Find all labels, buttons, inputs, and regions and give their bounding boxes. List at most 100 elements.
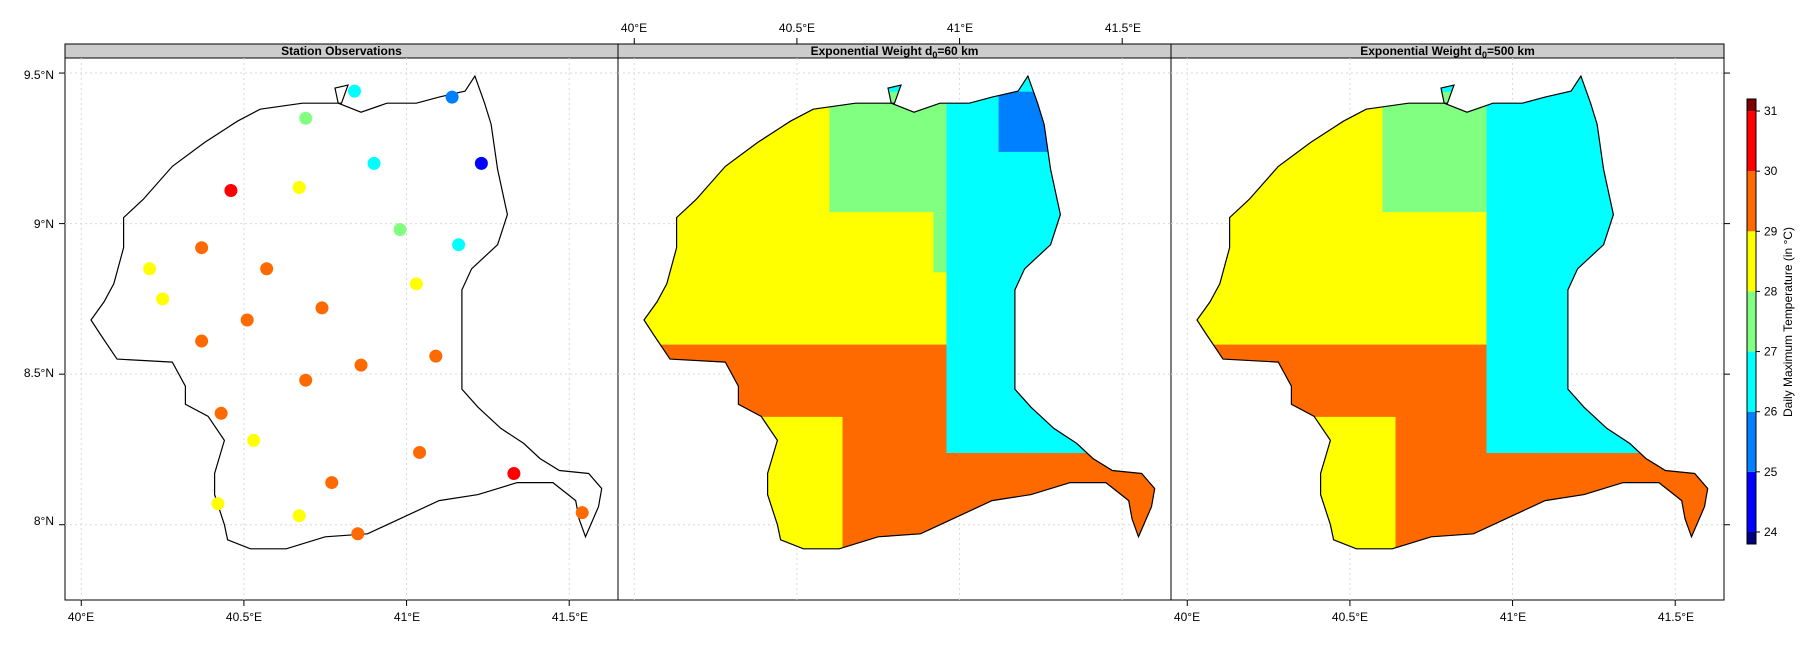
grid-cell (712, 295, 726, 309)
grid-cell (1089, 512, 1104, 526)
grid-cell (644, 91, 648, 104)
grid-cell (907, 199, 922, 213)
grid-cell (1304, 247, 1318, 261)
grid-cell (1681, 247, 1696, 261)
grid-cell (1102, 524, 1117, 538)
grid-cell (1408, 464, 1423, 478)
grid-cell (803, 500, 817, 514)
grid-cell (790, 536, 804, 549)
grid-cell (907, 404, 922, 417)
grid-cell (1356, 428, 1370, 441)
grid-cell (959, 139, 974, 152)
grid-cell (1486, 139, 1501, 152)
grid-cell (1421, 211, 1436, 225)
grid-cell (1461, 549, 1475, 562)
grid-cell (1213, 488, 1227, 502)
grid-cell (738, 79, 752, 92)
grid-cell (1694, 524, 1708, 538)
grid-cell (998, 283, 1013, 297)
grid-cell (894, 524, 909, 538)
grid-cell (1252, 175, 1266, 188)
grid-cell (1525, 440, 1540, 453)
grid-cell (998, 464, 1013, 478)
grid-cell (1499, 488, 1514, 502)
grid-cell (1050, 500, 1065, 514)
grid-cell (1115, 500, 1130, 514)
grid-cell (1512, 163, 1527, 176)
grid-cell (1128, 500, 1143, 514)
grid-cell (1252, 392, 1266, 405)
grid-cell (1551, 79, 1566, 92)
grid-cell (1460, 223, 1475, 237)
grid-cell (1551, 76, 1566, 80)
grid-cell (686, 103, 700, 116)
grid-cell (1265, 320, 1279, 333)
grid-cell (1642, 247, 1657, 261)
grid-cell (1011, 440, 1026, 453)
grid-cell (985, 320, 1000, 333)
grid-cell (959, 344, 974, 357)
grid-cell (777, 416, 791, 429)
x-tick-label: 40.5°E (226, 610, 262, 624)
grid-cell (1291, 524, 1305, 538)
grid-cell (1512, 416, 1527, 429)
grid-cell (1577, 524, 1592, 538)
grid-cell (1128, 416, 1143, 429)
grid-cell (1694, 332, 1708, 345)
grid-cell (1473, 476, 1488, 490)
grid-cell (673, 356, 687, 369)
grid-cell (1265, 199, 1279, 213)
grid-cell (1473, 259, 1488, 273)
grid-cell (1024, 452, 1039, 466)
grid-cell (842, 368, 857, 381)
grid-cell (764, 247, 778, 261)
grid-cell (1128, 127, 1143, 140)
grid-cell (1486, 464, 1501, 478)
grid-cell (1330, 271, 1344, 285)
grid-cell (946, 428, 961, 441)
grid-cell (1382, 320, 1396, 333)
grid-cell (1395, 524, 1410, 538)
grid-cell (1278, 404, 1292, 417)
grid-cell (1265, 440, 1279, 453)
grid-cell (1197, 127, 1201, 140)
grid-cell (1590, 440, 1605, 453)
grid-cell (751, 440, 765, 453)
grid-cell (1551, 512, 1566, 526)
grid-cell (699, 76, 713, 80)
grid-cell (647, 404, 661, 417)
grid-cell (1089, 76, 1104, 80)
grid-cell (644, 175, 648, 188)
grid-cell (1291, 320, 1305, 333)
grid-cell (894, 163, 909, 176)
grid-cell (1239, 549, 1253, 562)
grid-cell (751, 283, 765, 297)
grid-cell (1616, 211, 1631, 225)
grid-cell (1681, 283, 1696, 297)
grid-cell (1291, 380, 1305, 393)
grid-cell (1024, 151, 1039, 164)
grid-cell (1499, 211, 1514, 225)
grid-cell (764, 76, 778, 80)
grid-cell (1525, 320, 1540, 333)
grid-cell (1500, 549, 1514, 562)
grid-cell (1408, 307, 1423, 321)
grid-cell (933, 344, 948, 357)
grid-cell (1395, 187, 1410, 201)
grid-cell (1141, 380, 1155, 393)
grid-cell (972, 79, 987, 92)
grid-cell (1590, 332, 1605, 345)
grid-cell (855, 76, 870, 80)
grid-cell (1089, 151, 1104, 164)
grid-cell (1155, 200, 1169, 213)
grid-cell (985, 235, 1000, 249)
grid-cell (816, 428, 830, 441)
grid-cell (777, 476, 791, 490)
grid-cell (1616, 247, 1631, 261)
grid-cell (751, 488, 765, 502)
grid-cell (1577, 259, 1592, 273)
grid-cell (894, 332, 909, 345)
grid-cell (1708, 344, 1722, 357)
grid-cell (1265, 549, 1279, 562)
grid-cell (1200, 247, 1214, 261)
